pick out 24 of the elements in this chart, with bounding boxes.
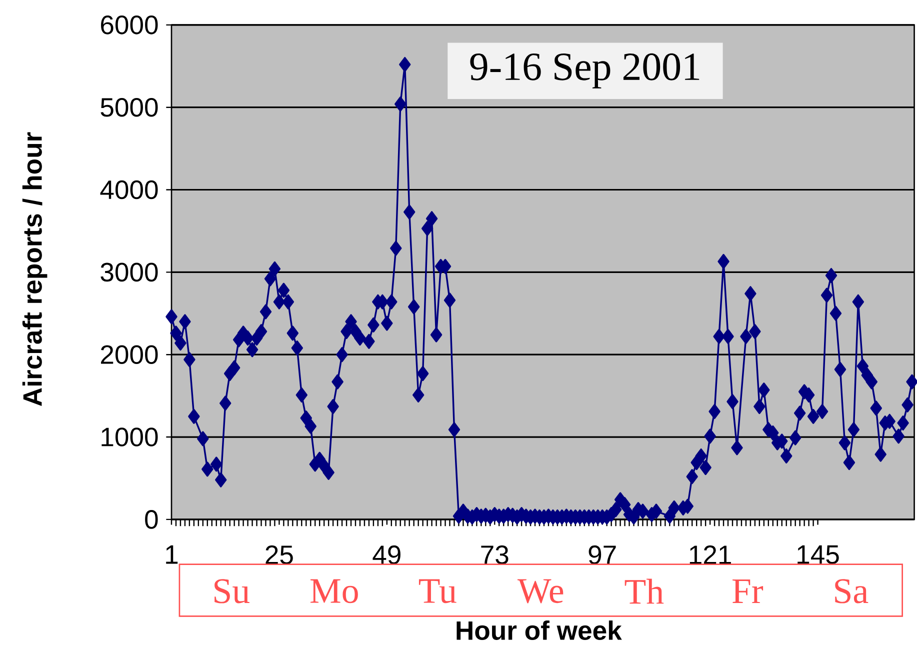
- text: Su: [214, 579, 250, 604]
- y-tick-label: 1000: [102, 428, 158, 446]
- x-tick-label: 1: [166, 545, 178, 564]
- x-tick-label: 25: [266, 545, 293, 564]
- text: Tu: [418, 579, 456, 604]
- y-tick-label: 0: [145, 510, 158, 529]
- y-axis-title: Aircraft reports / hour: [22, 132, 48, 406]
- text: 9-16 Sep 2001: [470, 53, 700, 88]
- text: Mo: [310, 579, 358, 604]
- x-tick-label: 73: [481, 545, 508, 564]
- text: We: [517, 579, 564, 604]
- y-tick-label: 6000: [101, 15, 158, 34]
- x-tick-label: 145: [798, 545, 839, 564]
- text: Sa: [835, 579, 868, 604]
- y-tick-label: 3000: [100, 262, 158, 282]
- x-tick-label: 121: [690, 545, 731, 564]
- y-tick-label: 4000: [100, 180, 158, 200]
- x-axis-title: Hour of week: [456, 620, 622, 640]
- y-tick-label: 2000: [101, 345, 158, 364]
- text: Th: [624, 578, 664, 604]
- x-tick-label: 97: [588, 545, 616, 564]
- x-tick-label: 49: [372, 545, 400, 564]
- y-tick-label: 5000: [100, 98, 158, 117]
- text: Fr: [732, 579, 764, 603]
